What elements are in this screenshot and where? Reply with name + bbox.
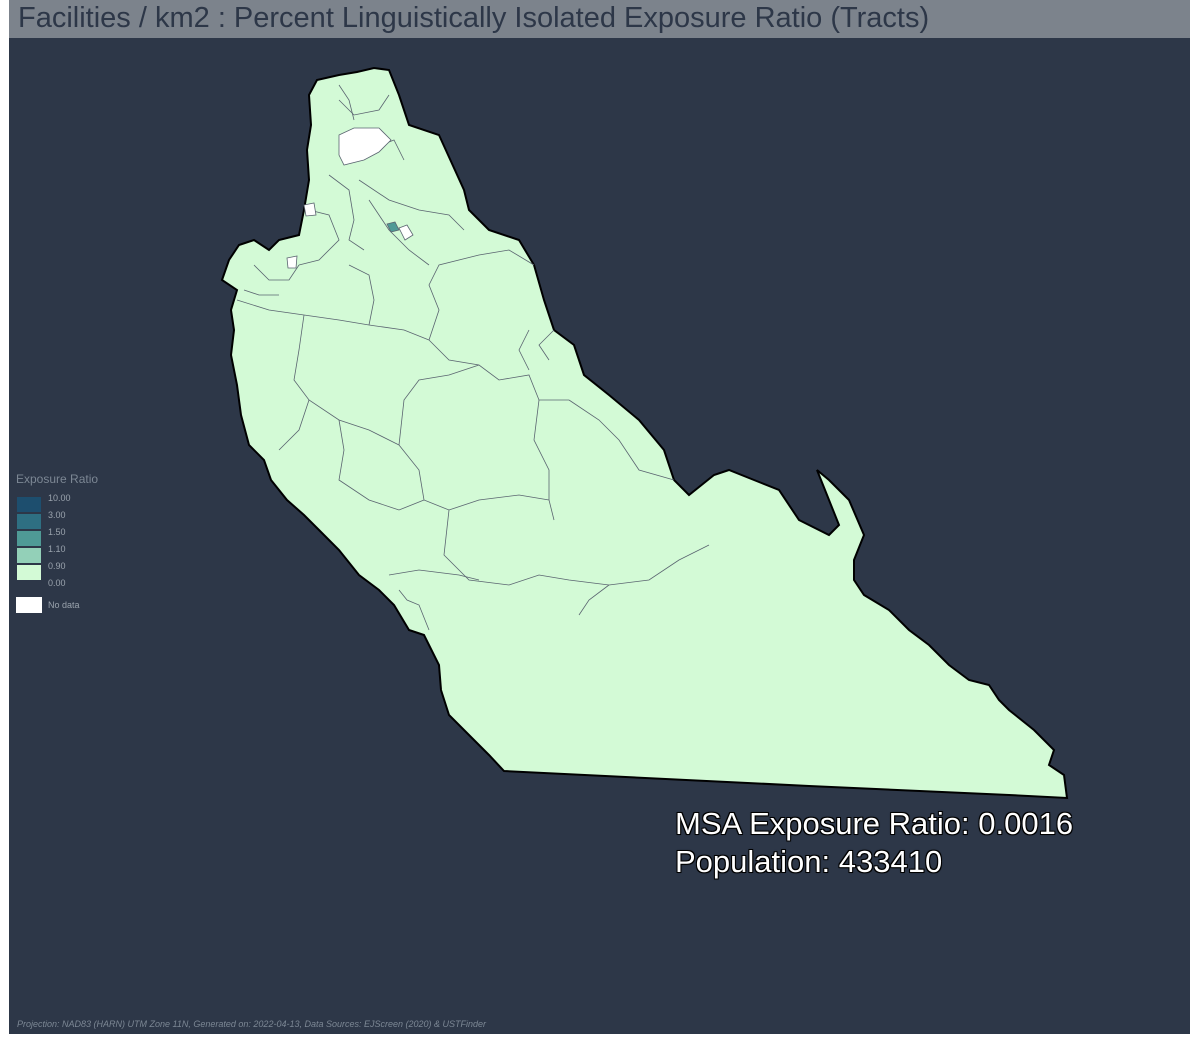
legend-no-data-label: No data xyxy=(48,600,80,610)
no-data-tract xyxy=(338,127,392,166)
legend-tick: 1.50 xyxy=(48,527,66,537)
legend-swatch xyxy=(16,513,42,530)
map-frame: Facilities / km2 : Percent Linguisticall… xyxy=(9,0,1190,1034)
legend-tick: 0.90 xyxy=(48,561,66,571)
exposure-ratio-text: MSA Exposure Ratio: 0.0016 xyxy=(675,806,1074,841)
legend-swatch xyxy=(16,530,42,547)
legend: Exposure Ratio 10.00 3.00 1.50 1.10 0.90… xyxy=(16,472,99,613)
map-title: Facilities / km2 : Percent Linguisticall… xyxy=(18,2,930,34)
legend-tick: 10.00 xyxy=(48,493,71,503)
legend-swatch xyxy=(16,564,42,581)
no-data-tract xyxy=(286,255,298,269)
population-text: Population: 433410 xyxy=(675,844,943,879)
legend-tick: 1.10 xyxy=(48,544,66,554)
footer-credits: Projection: NAD83 (HARN) UTM Zone 11N, G… xyxy=(17,1019,487,1029)
no-data-tract xyxy=(303,202,317,217)
map-canvas xyxy=(220,66,1069,800)
legend-title: Exposure Ratio xyxy=(16,472,99,486)
legend-tick: 3.00 xyxy=(48,510,66,520)
legend-no-data-swatch xyxy=(16,597,42,613)
summary-stats: MSA Exposure Ratio: 0.0016 Population: 4… xyxy=(675,805,1073,881)
tract-boundaries xyxy=(236,84,710,631)
legend-swatch xyxy=(16,496,42,513)
legend-tick: 0.00 xyxy=(48,578,66,588)
no-data-tract xyxy=(398,224,414,241)
region-polygon xyxy=(220,66,1069,800)
legend-swatch xyxy=(16,547,42,564)
title-bar: Facilities / km2 : Percent Linguisticall… xyxy=(9,0,1190,38)
elevated-tract xyxy=(386,221,400,233)
